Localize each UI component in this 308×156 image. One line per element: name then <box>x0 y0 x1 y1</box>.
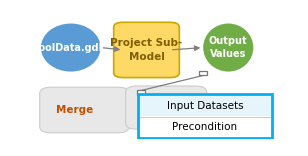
Text: Output
Values: Output Values <box>209 36 248 59</box>
FancyBboxPatch shape <box>40 87 129 133</box>
Text: Input Datasets: Input Datasets <box>167 100 243 110</box>
Ellipse shape <box>203 24 253 72</box>
FancyBboxPatch shape <box>114 22 179 78</box>
Text: Precondition: Precondition <box>172 122 237 132</box>
Bar <box>137 90 145 95</box>
FancyBboxPatch shape <box>126 86 207 129</box>
Text: Project Sub-
Model: Project Sub- Model <box>110 38 183 62</box>
Text: Merge: Merge <box>56 105 94 115</box>
Text: Output: Output <box>146 96 187 106</box>
Bar <box>138 94 272 138</box>
Bar <box>199 71 207 76</box>
Bar <box>139 95 271 116</box>
Ellipse shape <box>41 24 101 72</box>
Bar <box>138 94 272 138</box>
Text: ToolData.gdb: ToolData.gdb <box>34 43 107 53</box>
